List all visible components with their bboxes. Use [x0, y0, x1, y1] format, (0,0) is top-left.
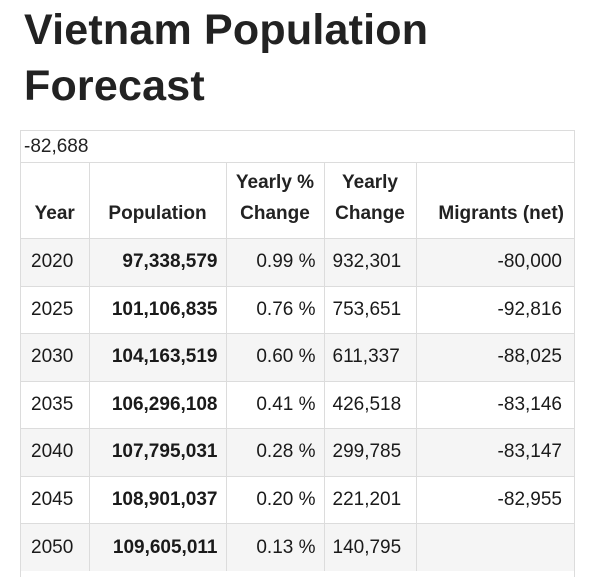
cell-population: 106,296,108 — [89, 380, 227, 429]
cell-year: 2040 — [21, 428, 90, 476]
cell-yearly-pct: 0.76 % — [226, 285, 325, 334]
cell-year: 2020 — [21, 238, 90, 286]
page-title: Vietnam Population Forecast — [24, 6, 429, 110]
cell-yearly-change: 140,795 — [324, 523, 417, 571]
cell-year: 2045 — [21, 475, 90, 524]
cell-yearly-pct: 0.13 % — [226, 523, 325, 571]
cell-migrants: -80,000 — [416, 238, 574, 286]
table-row: 2050 109,605,011 0.13 % 140,795 — [21, 523, 574, 571]
cell-yearly-change: 299,785 — [324, 428, 417, 476]
table-row: 2020 97,338,579 0.99 % 932,301 -80,000 — [21, 238, 574, 286]
header-yearly-change: Yearly Change — [324, 162, 417, 239]
cell-population: 109,605,011 — [89, 523, 227, 571]
header-migrants: Migrants (net) — [416, 162, 574, 239]
cell-yearly-change: 932,301 — [324, 238, 417, 286]
header-population: Population — [89, 162, 227, 239]
cell-yearly-pct: 0.28 % — [226, 428, 325, 476]
table-header-row: Year Population Yearly % Change Yearly Cha… — [21, 162, 574, 239]
cell-yearly-pct: 0.99 % — [226, 238, 325, 286]
cell-population: 108,901,037 — [89, 475, 227, 524]
header-year: Year — [21, 162, 90, 239]
header-yearly-pct-change: Yearly % Change — [226, 162, 325, 239]
clipped-row-value: -82,688 — [24, 136, 89, 157]
cell-year: 2030 — [21, 333, 90, 381]
cell-population: 101,106,835 — [89, 285, 227, 334]
cell-yearly-change: 426,518 — [324, 380, 417, 429]
table-row: 2045 108,901,037 0.20 % 221,201 -82,955 — [21, 475, 574, 524]
cell-migrants: -82,955 — [416, 475, 574, 524]
cell-migrants: -88,025 — [416, 333, 574, 381]
cell-year: 2050 — [21, 523, 90, 571]
table-row: 2030 104,163,519 0.60 % 611,337 -88,025 — [21, 333, 574, 381]
cell-yearly-pct: 0.60 % — [226, 333, 325, 381]
cell-year: 2025 — [21, 285, 90, 334]
cell-yearly-change: 611,337 — [324, 333, 417, 381]
cell-migrants: -83,146 — [416, 380, 574, 429]
cell-population: 97,338,579 — [89, 238, 227, 286]
table-row: 2040 107,795,031 0.28 % 299,785 -83,147 — [21, 428, 574, 476]
cell-year: 2035 — [21, 380, 90, 429]
cell-yearly-pct: 0.41 % — [226, 380, 325, 429]
cell-migrants — [416, 523, 574, 571]
cell-population: 104,163,519 — [89, 333, 227, 381]
cell-yearly-pct: 0.20 % — [226, 475, 325, 524]
table-row: 2025 101,106,835 0.76 % 753,651 -92,816 — [21, 285, 574, 334]
cell-population: 107,795,031 — [89, 428, 227, 476]
cell-migrants: -92,816 — [416, 285, 574, 334]
population-forecast-table: Year Population Yearly % Change Yearly Cha… — [21, 162, 574, 571]
cell-migrants: -83,147 — [416, 428, 574, 476]
cell-yearly-change: 753,651 — [324, 285, 417, 334]
forecast-table-container: -82,688 Year Population Yearly % Change Y… — [20, 130, 575, 577]
table-row: 2035 106,296,108 0.41 % 426,518 -83,146 — [21, 380, 574, 429]
cell-yearly-change: 221,201 — [324, 475, 417, 524]
